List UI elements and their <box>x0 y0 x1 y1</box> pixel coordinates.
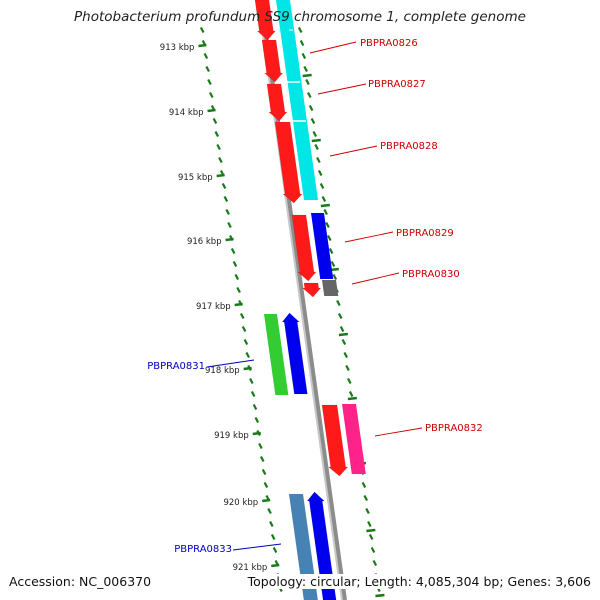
major-tick <box>216 173 225 178</box>
gene-arrow-pbpra0826b <box>261 39 284 83</box>
major-tick <box>271 563 280 568</box>
scale-tick-label: 915 kbp <box>178 173 213 183</box>
gene-arrow-pbpra0827 <box>266 83 288 122</box>
major-tick <box>261 498 271 503</box>
feature-tracks <box>254 0 366 600</box>
gene-leader-line <box>374 427 423 437</box>
gene-label: PBPRA0833 <box>174 544 232 555</box>
major-tick <box>338 332 349 337</box>
gene-arrow-pbpra0829 <box>291 214 317 282</box>
gene-block-steelblue-0833 <box>289 494 318 600</box>
major-tick <box>375 593 385 598</box>
protein-block-gray-0830 <box>322 280 339 296</box>
major-tick <box>252 431 261 436</box>
major-tick <box>225 237 234 242</box>
gene-label: PBPRA0832 <box>425 423 483 434</box>
major-tick <box>366 528 376 533</box>
gene-label: PBPRA0829 <box>396 228 454 239</box>
gene-arrow-pbpra0833 <box>306 491 337 600</box>
scale-tick-label: 921 kbp <box>233 563 268 573</box>
gene-label: PBPRA0826 <box>360 38 418 49</box>
gene-arrow-pbpra0831 <box>281 312 308 395</box>
major-tick <box>311 138 321 143</box>
protein-track-cyan <box>276 0 318 200</box>
gene-leader-line <box>206 359 255 368</box>
protein-block-blue-0829 <box>311 213 334 279</box>
map-title: Photobacterium profundum SS9 chromosome … <box>74 9 526 25</box>
scale-tick-label: 913 kbp <box>160 43 195 53</box>
protein-block-pink-0832 <box>342 404 366 474</box>
scale-tick-label: 919 kbp <box>214 431 249 441</box>
major-tick <box>347 396 358 401</box>
gene-leader-line <box>344 231 394 243</box>
scale-ruler-left: 913 kbp 914 kbp 915 kbp 916 kbp 917 kbp 918 k… <box>160 26 283 593</box>
scale-tick-label: 920 kbp <box>223 498 258 508</box>
gene-arrow-pbpra0826 <box>254 0 276 41</box>
gene-arrow-pbpra0830 <box>301 282 322 298</box>
accession-text: Accession: NC_006370 <box>9 574 152 589</box>
gene-label: PBPRA0831 <box>147 361 205 372</box>
gene-leader-line <box>232 543 282 551</box>
gene-leader-line <box>351 272 400 285</box>
gene-arrow-pbpra0832 <box>321 404 349 477</box>
scale-tick-label: 916 kbp <box>187 237 222 247</box>
scale-tick-label: 917 kbp <box>196 302 231 312</box>
major-tick <box>234 302 243 307</box>
gene-leader-line <box>317 83 367 95</box>
genome-summary-text: Topology: circular; Length: 4,085,304 bp… <box>247 574 591 589</box>
gene-block-green-0831 <box>264 314 289 395</box>
major-tick <box>320 203 330 208</box>
gene-leader-line <box>329 145 378 157</box>
gene-labels: PBPRA0826 PBPRA0827 PBPRA0828 PBPRA0829 PBPR… <box>147 38 483 555</box>
major-tick <box>198 43 207 48</box>
gene-arrow-pbpra0828 <box>274 121 303 204</box>
major-tick <box>207 108 216 113</box>
gene-label: PBPRA0827 <box>368 79 426 90</box>
gene-leader-line <box>309 41 357 54</box>
scale-tick-label: 914 kbp <box>169 108 204 118</box>
major-tick <box>302 73 312 78</box>
scale-tick-label: 918 kbp <box>205 366 240 376</box>
gene-label: PBPRA0828 <box>380 141 438 152</box>
gene-label: PBPRA0830 <box>402 269 460 280</box>
scale-ruler-right <box>297 26 385 598</box>
major-tick <box>243 366 252 371</box>
